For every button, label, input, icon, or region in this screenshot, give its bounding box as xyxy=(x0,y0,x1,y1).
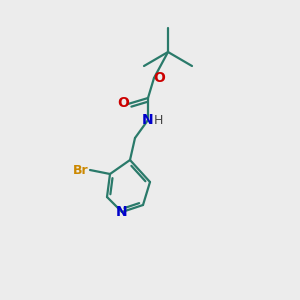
Text: N: N xyxy=(116,205,128,219)
Text: N: N xyxy=(142,113,154,127)
Text: Br: Br xyxy=(72,164,88,176)
Text: O: O xyxy=(117,96,129,110)
Text: H: H xyxy=(153,115,163,128)
Text: O: O xyxy=(153,71,165,85)
